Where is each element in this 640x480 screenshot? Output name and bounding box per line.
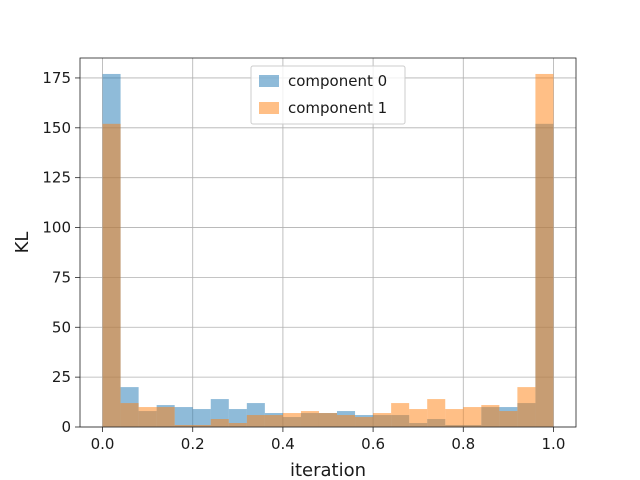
x-tick-label: 0.8 — [451, 435, 475, 453]
bar-series-1-bin-19 — [445, 409, 464, 427]
bar-series-1-bin-21 — [481, 405, 500, 427]
y-tick-label: 75 — [52, 268, 71, 286]
y-tick-label: 125 — [42, 169, 71, 187]
axes-frame — [79, 57, 577, 428]
x-tick-label: 0.0 — [91, 435, 115, 453]
x-tick-label: 0.4 — [271, 435, 295, 453]
bar-series-1-bin-0 — [102, 123, 121, 427]
legend-swatch — [259, 102, 279, 114]
bar-series-1-bin-5 — [192, 425, 211, 427]
y-tick-label: 175 — [42, 69, 71, 87]
bar-series-1-bin-3 — [156, 407, 175, 427]
x-axis-label: iteration — [290, 460, 366, 480]
bar-series-1-bin-20 — [463, 407, 482, 427]
bar-series-1-bin-13 — [337, 415, 356, 427]
y-tick-label: 100 — [42, 219, 71, 237]
bar-series-1-bin-24 — [535, 73, 554, 427]
bar-series-1-bin-11 — [300, 411, 319, 427]
y-tick-label: 50 — [52, 318, 71, 336]
bar-series-1-bin-22 — [499, 411, 518, 427]
y-axis-ticks: 0 25 50 75 100 125 150 175 — [42, 69, 80, 436]
bar-series-0-bin-4 — [174, 407, 193, 427]
x-axis-ticks: 0.0 0.2 0.4 0.6 0.8 1.0 — [91, 427, 566, 453]
x-tick-label: 0.6 — [361, 435, 385, 453]
bar-series-0-bin-7 — [228, 409, 247, 427]
bars — [102, 73, 554, 427]
legend: component 0 component 1 — [250, 65, 406, 125]
bar-series-0-bin-5 — [192, 409, 211, 427]
bar-series-1-bin-7 — [228, 423, 247, 427]
bar-series-1-bin-4 — [174, 425, 193, 427]
y-tick-label: 0 — [61, 418, 71, 436]
bar-series-1-bin-1 — [120, 403, 139, 427]
bar-series-1-bin-9 — [264, 415, 283, 427]
bar-series-1-bin-18 — [427, 399, 446, 427]
bar-series-1-bin-15 — [373, 413, 392, 427]
bar-series-1-bin-6 — [210, 419, 229, 427]
y-tick-label: 150 — [42, 119, 71, 137]
bar-series-1-bin-8 — [246, 415, 265, 427]
legend-label: component 1 — [288, 99, 387, 117]
y-axis-label: KL — [12, 232, 33, 254]
legend-swatch — [259, 75, 279, 87]
bar-series-1-bin-23 — [517, 387, 536, 427]
legend-label: component 0 — [288, 72, 387, 90]
bar-series-1-bin-16 — [391, 403, 410, 427]
bar-series-1-bin-10 — [282, 413, 301, 427]
x-tick-label: 1.0 — [542, 435, 566, 453]
legend-box — [250, 65, 406, 125]
bar-series-1-bin-12 — [318, 413, 338, 427]
y-tick-label: 25 — [52, 368, 71, 386]
bar-series-1-bin-2 — [138, 407, 157, 427]
x-tick-label: 0.2 — [181, 435, 205, 453]
bar-series-1-bin-17 — [409, 409, 428, 427]
series-1-bars — [102, 73, 554, 427]
bar-series-1-bin-14 — [355, 417, 374, 427]
